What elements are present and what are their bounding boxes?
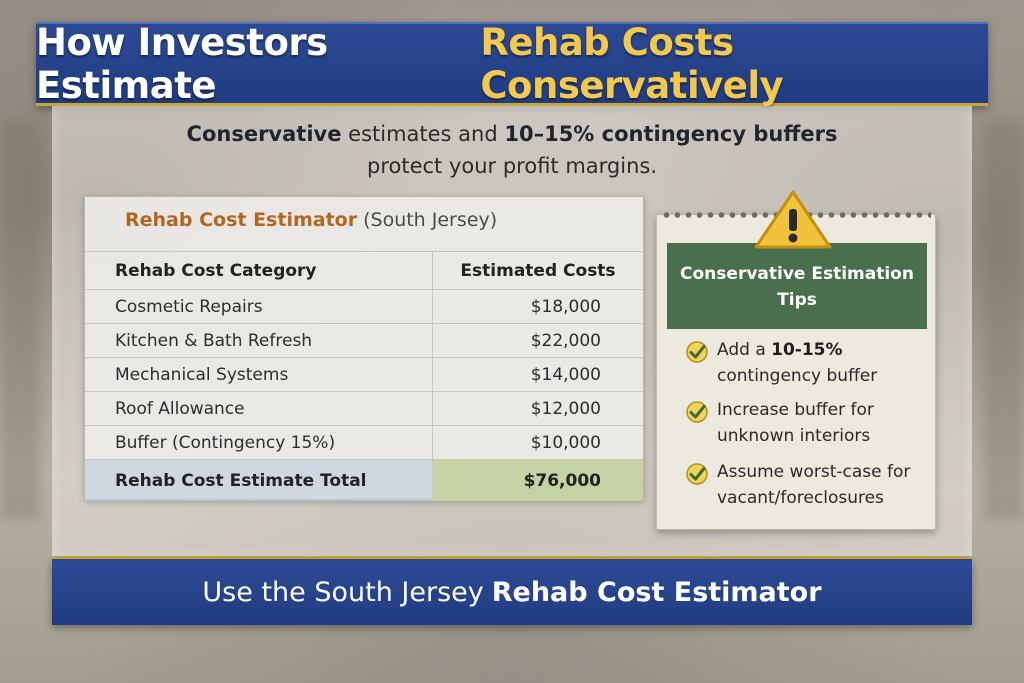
tip-text-pre: Add a [717, 340, 772, 360]
check-icon [686, 341, 708, 363]
rehab-cost-estimator-table: Rehab Cost Estimator (South Jersey) Rehab… [84, 196, 644, 501]
estimator-title-main: Rehab Cost Estimator [125, 209, 358, 231]
footer-text: Use the South Jersey [202, 576, 484, 608]
table-row: Roof Allowance $12,000 [85, 391, 643, 425]
tip-text: Increase buffer for unknown interiors [717, 400, 874, 446]
table-row: Cosmetic Repairs $18,000 [85, 289, 643, 323]
row-category: Kitchen & Bath Refresh [85, 324, 433, 357]
row-category: Buffer (Contingency 15%) [85, 426, 433, 459]
title-part2: Rehab Costs Conservatively [480, 20, 784, 107]
row-cost: $12,000 [530, 398, 601, 419]
table-header-row: Rehab Cost Category Estimated Costs [85, 251, 643, 289]
tip-text-bold: 10-15% [771, 340, 843, 360]
total-label: Rehab Cost Estimate Total [85, 460, 433, 501]
footer-banner: Use the South Jersey Rehab Cost Estimator [52, 559, 972, 625]
row-cost: $14,000 [530, 364, 601, 385]
subtitle-bold1: Conservative [186, 122, 342, 146]
estimator-title: Rehab Cost Estimator (South Jersey) [85, 197, 643, 251]
row-cost: $22,000 [530, 330, 601, 351]
background-column [0, 120, 40, 520]
row-cost: $10,000 [530, 432, 601, 453]
footer-divider [52, 556, 972, 559]
title-banner: How Investors Estimate Rehab Costs Conse… [36, 20, 988, 107]
table-row: Mechanical Systems $14,000 [85, 357, 643, 391]
tips-heading: Conservative Estimation Tips [667, 243, 927, 329]
header-category: Rehab Cost Category [85, 252, 433, 289]
header-cost: Estimated Costs [460, 260, 616, 281]
footer-bold: Rehab Cost Estimator [491, 576, 822, 608]
row-category: Roof Allowance [85, 392, 433, 425]
subtitle-bold2: 10–15% contingency buffers [504, 122, 838, 146]
check-icon [686, 463, 708, 485]
estimator-title-region: (South Jersey) [363, 209, 498, 231]
warning-icon [754, 190, 832, 249]
total-value: $76,000 [433, 460, 643, 501]
check-icon [686, 401, 708, 423]
row-category: Cosmetic Repairs [85, 290, 433, 323]
title-part1: How Investors Estimate [36, 20, 328, 107]
tip-text-post: contingency buffer [717, 366, 878, 386]
table-total-row: Rehab Cost Estimate Total $76,000 [85, 459, 643, 501]
subtitle: Conservative estimates and 10–15% contin… [52, 118, 972, 182]
subtitle-line2: protect your profit margins. [366, 154, 658, 178]
tip-item: Add a 10-15% contingency buffer [685, 337, 935, 389]
tip-text: Assume worst-case for vacant/foreclosure… [717, 462, 911, 508]
row-category: Mechanical Systems [85, 358, 433, 391]
table-row: Buffer (Contingency 15%) $10,000 [85, 425, 643, 459]
tip-item: Assume worst-case for vacant/foreclosure… [685, 459, 935, 511]
subtitle-text1: estimates and [341, 122, 505, 146]
row-cost: $18,000 [530, 296, 601, 317]
background-column [984, 120, 1024, 520]
estimation-tips-card: Conservative Estimation Tips Add a 10-15… [656, 190, 936, 530]
tip-item: Increase buffer for unknown interiors [685, 397, 935, 449]
table-row: Kitchen & Bath Refresh $22,000 [85, 323, 643, 357]
